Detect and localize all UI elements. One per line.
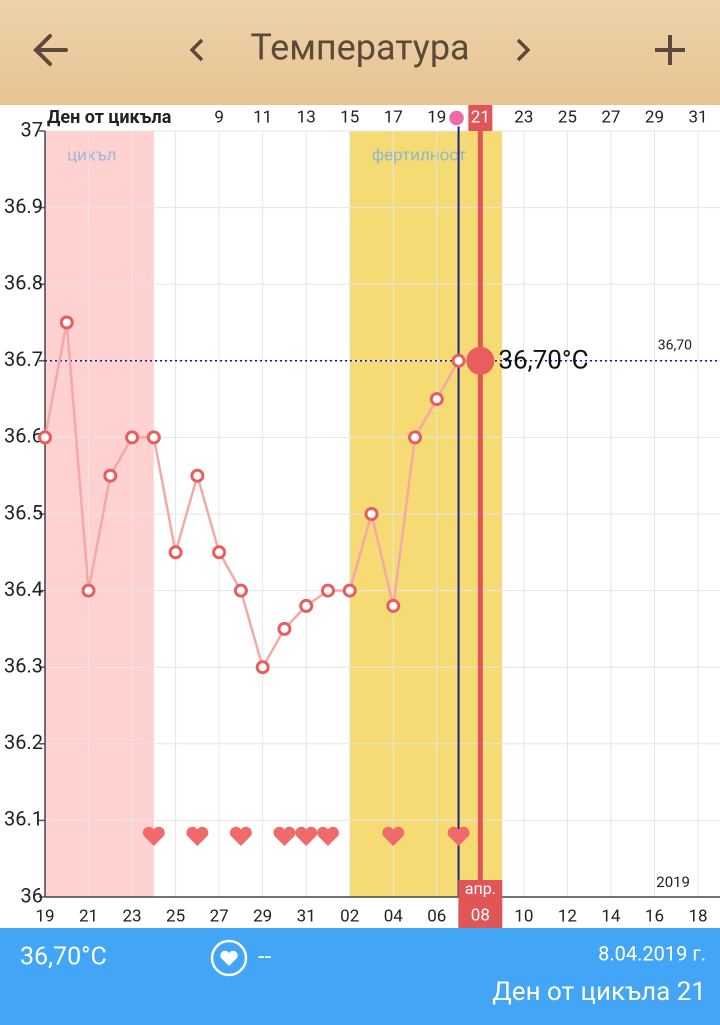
x-tick-label: 18 <box>688 906 707 926</box>
temperature-point <box>408 430 423 445</box>
selected-value-label: 36,70°C <box>498 346 588 376</box>
phase-label: фертилност <box>372 145 467 165</box>
x-tick-label: 10 <box>514 906 533 926</box>
x-tick-label: 19 <box>35 906 54 926</box>
temperature-point <box>233 583 248 598</box>
cycle-day-label: 13 <box>297 107 316 127</box>
today-marker <box>447 109 466 127</box>
y-tick-label: 36.5 <box>4 500 43 524</box>
footer-date: 8.04.2019 г. <box>598 941 706 965</box>
temperature-point <box>81 583 96 598</box>
selected-date-box <box>458 880 503 928</box>
x-tick-label: 23 <box>123 906 142 926</box>
cycle-day-label: 9 <box>214 107 224 127</box>
x-tick-label: 29 <box>253 906 272 926</box>
y-tick-label: 37 <box>21 117 43 141</box>
next-button[interactable] <box>516 38 531 62</box>
temperature-point <box>364 507 379 521</box>
y-tick-label: 36 <box>21 883 43 907</box>
heart-marker <box>142 826 165 846</box>
footer-temperature: 36,70°C <box>20 943 107 972</box>
chart: цикъл фертилност 36 36.1 36.2 36.3 36.4 36.5 36.… <box>4 105 720 928</box>
x-tick-label: 21 <box>79 906 98 926</box>
temperature-point <box>146 430 161 445</box>
reference-label: 36,70 <box>658 338 692 354</box>
temperature-point <box>342 583 357 598</box>
phase-label: цикъл <box>67 145 116 165</box>
temperature-point <box>59 315 74 330</box>
x-tick-label: 16 <box>645 906 664 926</box>
cycle-day-label: 27 <box>601 107 620 127</box>
heart-marker <box>186 826 209 846</box>
y-tick-label: 36.6 <box>4 424 43 448</box>
cycle-day-label: 19 <box>427 107 446 127</box>
temperature-point <box>320 583 335 598</box>
temperature-point <box>125 430 140 445</box>
temperature-point <box>190 468 205 483</box>
month-label: апр. <box>465 879 496 898</box>
cycle-day-label: 15 <box>340 107 359 127</box>
heart-marker <box>295 826 318 846</box>
cycle-day-label: 29 <box>645 107 664 127</box>
temperature-point <box>212 545 227 560</box>
cycle-day-label: 17 <box>384 107 403 127</box>
y-tick-label: 36.3 <box>4 653 43 677</box>
cycle-day-label: 21 <box>471 107 490 127</box>
temperature-point <box>103 468 118 483</box>
cycle-day-label: 11 <box>253 107 272 127</box>
screen-title: Температура <box>250 27 469 69</box>
temperature-point <box>299 598 314 613</box>
back-button[interactable] <box>33 34 68 66</box>
app-bar <box>0 0 720 105</box>
prev-button[interactable] <box>189 38 204 62</box>
temperature-point <box>255 660 270 675</box>
footer <box>0 928 720 1025</box>
x-tick-label: 27 <box>210 906 229 926</box>
x-tick-label: 06 <box>427 906 446 926</box>
x-tick-label: 14 <box>601 906 621 926</box>
y-tick-label: 36.2 <box>4 730 43 754</box>
heart-marker <box>382 826 405 846</box>
x-tick-label: 31 <box>297 906 316 926</box>
note-button[interactable] <box>210 939 248 977</box>
x-axis-label: Ден от цикъла <box>47 107 172 128</box>
selected-day-box <box>468 105 493 131</box>
heart-marker <box>317 826 339 846</box>
y-tick-label: 36.9 <box>4 194 43 218</box>
heart-marker <box>447 826 470 846</box>
footer-cycle-day: Ден от цикъла 21 <box>492 977 706 1007</box>
selected-point <box>466 346 495 375</box>
cycle-day-label: 25 <box>558 107 577 127</box>
x-tick-label: 12 <box>558 906 577 926</box>
add-button[interactable] <box>655 35 685 65</box>
heart-marker <box>273 826 296 846</box>
temperature-point <box>168 545 183 560</box>
temperature-point <box>277 621 292 636</box>
temperature-point <box>451 353 466 368</box>
year-label: 2019 <box>656 873 690 891</box>
x-tick-label: 02 <box>340 906 359 926</box>
y-tick-label: 36.8 <box>4 270 43 294</box>
temperature-point <box>38 430 52 445</box>
y-tick-label: 36.1 <box>4 807 43 831</box>
y-tick-label: 36.4 <box>4 577 43 601</box>
cycle-day-label: 31 <box>688 107 707 127</box>
x-tick-label: 04 <box>384 906 404 926</box>
x-tick-label: 08 <box>471 905 490 925</box>
heart-marker <box>229 826 252 846</box>
y-tick-label: 36.7 <box>4 347 43 371</box>
temperature-point <box>386 598 401 613</box>
temperature-point <box>429 392 444 407</box>
footer-note: -- <box>258 942 272 970</box>
cycle-day-label: 23 <box>514 107 533 127</box>
x-tick-label: 25 <box>166 906 185 926</box>
